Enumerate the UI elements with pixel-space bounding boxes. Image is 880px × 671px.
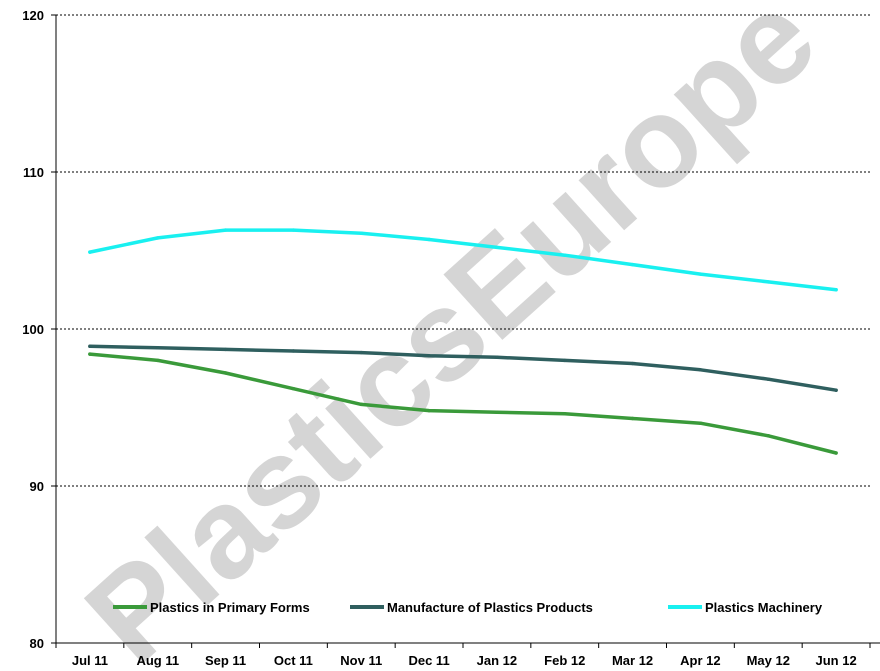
data-point xyxy=(156,346,160,350)
legend-label: Manufacture of Plastics Products xyxy=(387,600,593,615)
x-tick-label: Nov 11 xyxy=(340,653,382,668)
legend-label: Plastics Machinery xyxy=(705,600,823,615)
data-point xyxy=(834,451,838,455)
series-line-2 xyxy=(88,344,838,392)
watermark-text: PlasticsEurope xyxy=(59,0,842,671)
data-point xyxy=(223,347,228,352)
x-tick-label: Mar 12 xyxy=(612,653,653,668)
data-point xyxy=(563,253,567,257)
data-point xyxy=(563,412,567,416)
y-tick-label: 110 xyxy=(23,165,44,180)
data-point xyxy=(359,231,363,235)
data-point xyxy=(156,236,160,240)
y-tick-label: 100 xyxy=(22,322,44,337)
y-tick-label: 90 xyxy=(30,479,44,494)
data-point xyxy=(495,245,499,250)
data-point xyxy=(88,352,92,356)
data-point xyxy=(766,280,770,284)
y-axis-tick-labels: 80 90 100 110 120 xyxy=(22,8,44,651)
data-point xyxy=(359,402,363,407)
series-lines xyxy=(88,228,838,455)
x-tick-label: May 12 xyxy=(747,653,790,668)
data-point xyxy=(291,386,296,391)
series-line-3 xyxy=(88,228,838,292)
data-point xyxy=(88,250,92,254)
x-axis-tick-labels: Jul 11 Aug 11 Sep 11 Oct 11 Nov 11 Dec 11 Jan … xyxy=(72,653,857,668)
series-line-1 xyxy=(88,352,838,455)
data-point xyxy=(223,371,228,375)
data-point xyxy=(630,262,635,267)
x-tick-label: Apr 12 xyxy=(680,653,720,668)
x-tick-label: Dec 11 xyxy=(408,653,449,668)
legend: Plastics in Primary Forms Manufacture of … xyxy=(113,600,823,615)
data-point xyxy=(427,237,431,242)
data-point xyxy=(563,358,567,363)
data-point xyxy=(88,344,92,348)
legend-label: Plastics in Primary Forms xyxy=(150,600,310,615)
data-point xyxy=(630,416,635,421)
data-point xyxy=(698,421,703,425)
data-point xyxy=(766,434,770,438)
data-point xyxy=(291,349,296,353)
x-tick-label: Oct 11 xyxy=(274,653,313,668)
data-point xyxy=(495,355,499,359)
data-point xyxy=(698,368,703,372)
data-point xyxy=(834,288,838,292)
data-point xyxy=(359,350,363,355)
data-point xyxy=(766,377,770,381)
data-point xyxy=(495,410,499,414)
data-point xyxy=(427,353,431,358)
y-tick-label: 120 xyxy=(22,8,44,23)
y-tick-label: 80 xyxy=(30,636,44,651)
data-point xyxy=(156,358,160,363)
x-tick-label: Feb 12 xyxy=(544,653,585,668)
x-tick-label: Jan 12 xyxy=(477,653,517,668)
data-point xyxy=(427,408,431,413)
x-tick-label: Sep 11 xyxy=(205,653,246,668)
axes xyxy=(51,14,880,648)
data-point xyxy=(698,272,703,276)
data-point xyxy=(834,388,838,392)
x-tick-label: Jul 11 xyxy=(72,653,108,668)
x-tick-label: Aug 11 xyxy=(136,653,179,668)
x-tick-label: Jun 12 xyxy=(815,653,856,668)
data-point xyxy=(223,228,228,232)
data-point xyxy=(291,228,296,232)
data-point xyxy=(630,361,635,366)
